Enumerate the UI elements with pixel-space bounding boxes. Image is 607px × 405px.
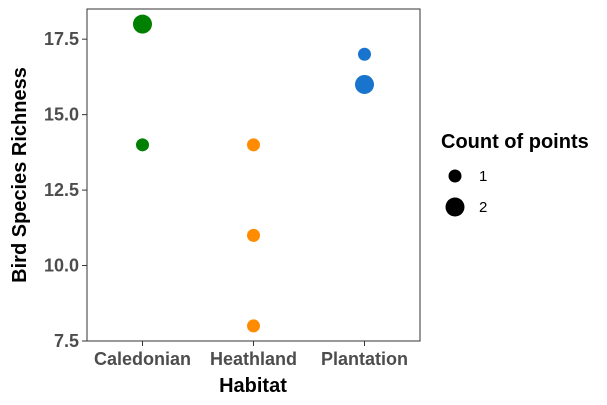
legend-label: 2 bbox=[479, 199, 487, 216]
data-point bbox=[247, 228, 260, 242]
data-point bbox=[133, 14, 152, 34]
x-axis: Caledonian Heathland Plantation bbox=[94, 341, 408, 369]
data-point bbox=[247, 319, 260, 333]
y-axis: 7.5 10.0 12.5 15.0 17.5 bbox=[44, 29, 87, 351]
legend-key bbox=[445, 197, 465, 217]
legend-entries: 12 bbox=[445, 168, 487, 217]
x-axis-title: Habitat bbox=[219, 375, 287, 397]
data-point bbox=[358, 47, 371, 61]
y-tick-label: 15.0 bbox=[44, 105, 79, 125]
x-tick-label: Plantation bbox=[321, 349, 408, 369]
plot-panel bbox=[86, 8, 421, 342]
data-points bbox=[133, 14, 374, 333]
data-point bbox=[247, 138, 260, 152]
data-point bbox=[136, 138, 149, 152]
x-tick-label: Caledonian bbox=[94, 349, 191, 369]
y-tick-label: 10.0 bbox=[44, 256, 79, 276]
legend-key bbox=[448, 169, 462, 183]
y-tick-label: 17.5 bbox=[44, 29, 79, 49]
x-tick-label: Heathland bbox=[210, 349, 297, 369]
legend-title: Count of points bbox=[441, 131, 589, 153]
data-point bbox=[355, 74, 374, 94]
legend-label: 1 bbox=[479, 168, 487, 185]
legend: Count of points 12 bbox=[441, 131, 589, 217]
y-tick-label: 12.5 bbox=[44, 180, 79, 200]
y-axis-title: Bird Species Richness bbox=[9, 67, 31, 283]
y-tick-label: 7.5 bbox=[54, 331, 79, 351]
